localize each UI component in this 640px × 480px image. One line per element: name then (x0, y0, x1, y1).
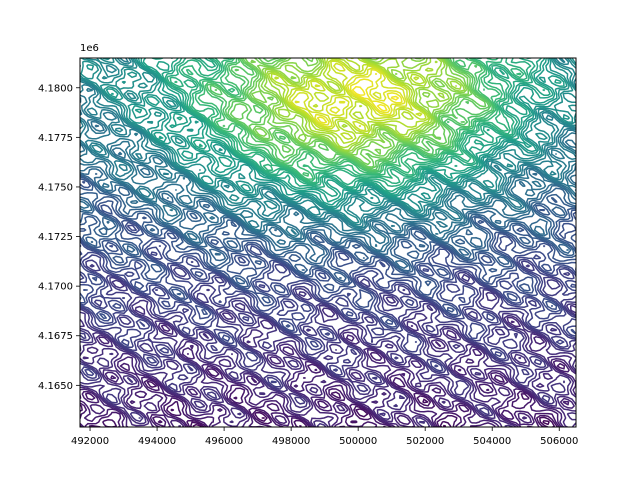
contour-level-line (209, 58, 492, 171)
contour-level-line (185, 58, 522, 182)
contour-level-line (244, 58, 473, 166)
y-offset-label: 1e6 (80, 43, 99, 54)
contour-level-line (80, 177, 576, 313)
contour-level-line (351, 86, 399, 112)
contour-level-line (164, 58, 546, 193)
contour-level-line (151, 58, 551, 197)
contour-level-line (80, 213, 576, 342)
contour-level-line (270, 58, 430, 144)
x-tick-label: 496000 (205, 436, 243, 447)
contour-level-line (80, 279, 576, 427)
contour-level-line (260, 58, 468, 154)
contour-level-line (80, 124, 576, 253)
contour-level-line (192, 417, 550, 427)
contour-level-line (80, 362, 566, 427)
contour-level-line (86, 58, 570, 210)
contour-lines (80, 58, 576, 427)
y-tick-label: 4.1800 (38, 83, 73, 94)
contour-level-line (80, 84, 576, 235)
x-tick-label: 504000 (473, 436, 511, 447)
contour-level-line (80, 120, 576, 252)
contour-level-line (142, 58, 562, 203)
x-tick-label: 492000 (71, 436, 109, 447)
contour-level-line (250, 58, 470, 156)
contour-level-line (80, 174, 576, 285)
x-tick-label: 502000 (406, 436, 444, 447)
x-tick-label: 500000 (339, 436, 377, 447)
contour-level-line (80, 168, 576, 269)
contour-level-line (80, 259, 576, 388)
contour-level-line (197, 58, 501, 180)
contour-level-line (80, 316, 576, 427)
y-tick-label: 4.1750 (38, 182, 73, 193)
contour-level-line (80, 304, 576, 427)
y-tick-label: 4.1675 (38, 331, 73, 342)
y-tick-label: 4.1775 (38, 133, 73, 144)
contour-level-line (80, 58, 576, 212)
contour-level-line (170, 398, 555, 427)
x-tick-label: 494000 (138, 436, 176, 447)
contour-level-line (166, 58, 532, 188)
contour-level-line (289, 60, 423, 132)
contour-level-line (80, 87, 576, 238)
plot-frame (79, 57, 577, 428)
contour-level-line (169, 58, 528, 185)
y-tick-label: 4.1700 (38, 282, 73, 293)
contour-level-line (290, 62, 408, 128)
contour-level-line (80, 224, 576, 368)
contour-level-line (80, 263, 576, 419)
contour-level-line (80, 172, 576, 279)
contour-level-line (105, 58, 568, 208)
contour-level-line (316, 73, 403, 124)
contour-level-line (80, 180, 576, 328)
contour-level-line (267, 58, 457, 149)
y-axis: 4.1650 4.1675 4.1700 4.1725 4.1750 4.1775 4.18… (38, 83, 80, 392)
y-tick-label: 4.1650 (38, 381, 73, 392)
contour-level-line (80, 176, 576, 296)
contour-level-line (294, 68, 406, 126)
x-tick-label: 506000 (540, 436, 578, 447)
contour-level-line (214, 58, 490, 170)
contour-level-line (80, 58, 576, 224)
contour-level-line (229, 58, 487, 168)
contour-level-line (111, 58, 565, 206)
contour-level-line (80, 351, 576, 427)
x-tick-label: 498000 (272, 436, 310, 447)
contour-level-line (80, 320, 576, 427)
contour-level-line (265, 58, 462, 151)
contour-level-line (206, 58, 494, 172)
contour-level-line (80, 251, 576, 384)
contour-level-line (80, 58, 576, 228)
y-tick-label: 4.1725 (38, 232, 73, 243)
contour-level-line (204, 58, 495, 177)
contour-level-line (274, 58, 427, 140)
x-axis: 492000 494000 496000 498000 500000 502000 5040… (71, 427, 578, 447)
contour-level-line (80, 380, 559, 427)
